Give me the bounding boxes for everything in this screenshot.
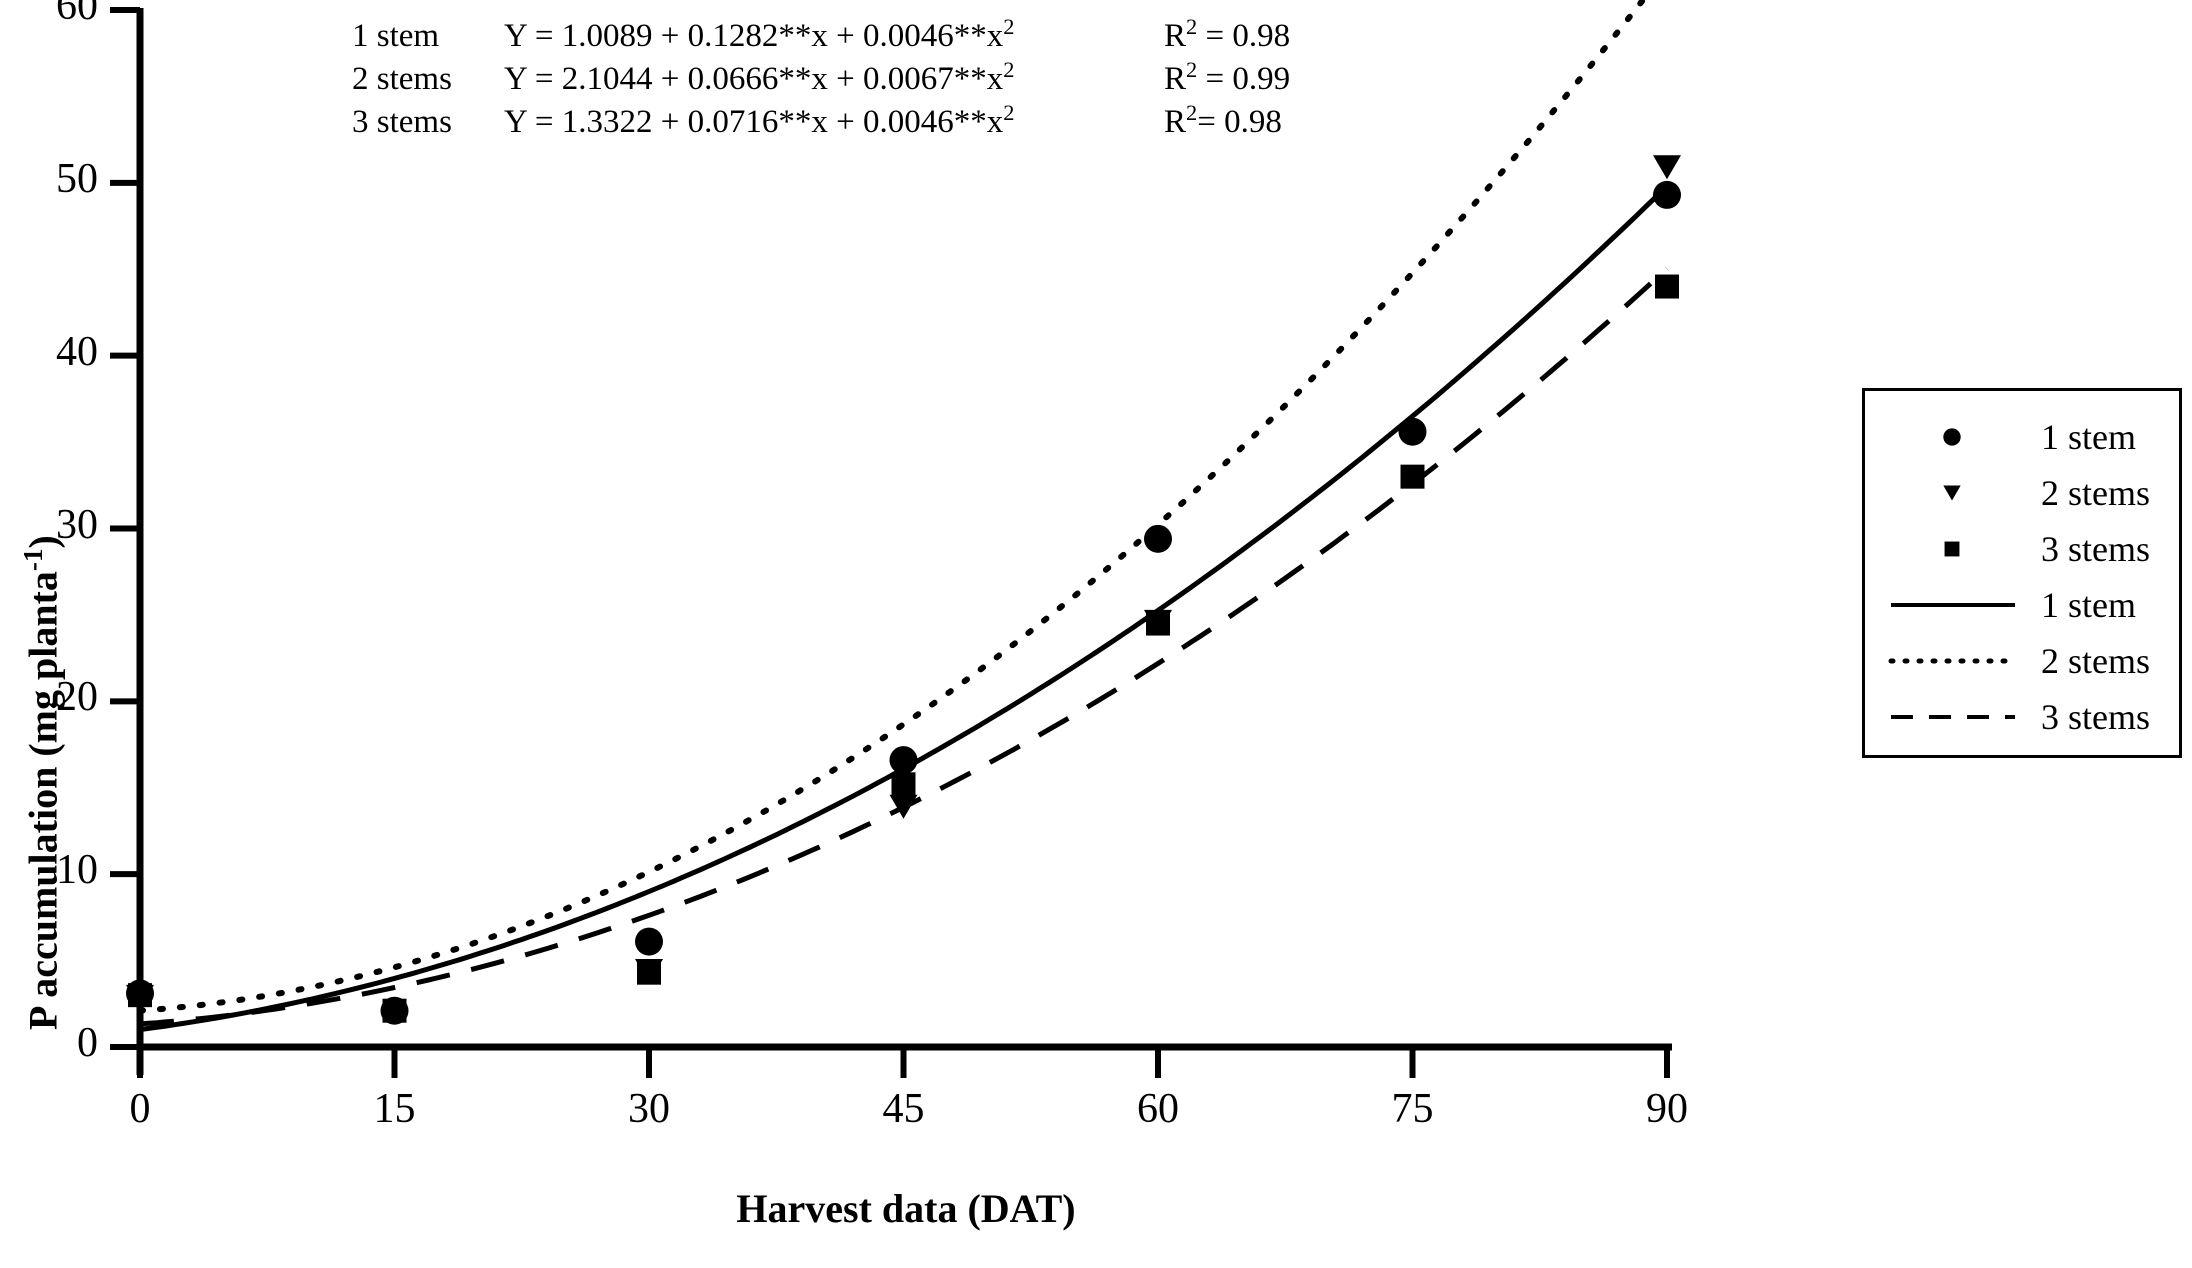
annotation-r2-head: R [1164,18,1187,54]
annotation-equation-exponent: 2 [1003,100,1015,125]
annotation-r2-exponent: 2 [1186,57,1198,82]
legend-label: 3 stems [2041,529,2151,569]
marker-circle [1398,417,1427,446]
marker-square [128,983,152,1008]
annotation-r2: R2= 0.98 [1164,100,1282,141]
annotation-equation-text: Y = 2.1044 + 0.0666**x + 0.0067**x [504,61,1004,97]
annotation-r2: R2 = 0.99 [1164,57,1290,98]
legend-label: 3 stems [2041,697,2151,737]
legend-key-line-dotted [1877,639,2027,683]
y-tick-label: 60 [56,0,98,29]
marker-square [637,960,661,985]
annotation-equation-text: Y = 1.3322 + 0.0716**x + 0.0046**x [504,104,1004,140]
line-solid-icon [1891,603,2015,607]
legend-key-marker-square [1877,527,2027,571]
y-tick-label: 0 [77,1020,98,1066]
data-markers-group [126,155,1681,1025]
fit-curve-dashed [139,266,1669,1027]
annotation-equation-exponent: 2 [1003,57,1015,82]
legend-item[interactable]: 2 stems [1877,639,2150,683]
y-axis-title: P accumulation (mg planta-1) [18,535,66,1030]
marker-circle [1653,180,1681,209]
annotation-equation-text: Y = 1.0089 + 0.1282**x + 0.0046**x [504,18,1004,54]
y-tick-label: 50 [56,155,98,202]
annotation-r2-head: R [1164,104,1187,140]
annotation-r2-head: R [1164,61,1187,97]
legend-label: 2 stems [2041,473,2151,513]
x-tick-label: 90 [1646,1086,1688,1132]
marker-square [382,998,407,1023]
annotation-equation: Y = 1.3322 + 0.0716**x + 0.0046**x2 [504,100,1164,141]
legend-key-line-dashed [1877,695,2027,739]
marker-circle [635,927,663,956]
annotation-r2-value: = 0.98 [1197,18,1291,54]
x-tick-label: 0 [129,1086,151,1132]
marker-square [1944,541,1960,557]
marker-square [891,772,916,797]
y-axis-ticks [110,7,140,1050]
annotation-r2-exponent: 2 [1186,14,1198,39]
annotation-r2: R2 = 0.98 [1164,14,1290,55]
annotation-label: 1 stem [352,18,440,54]
legend-label: 1 stem [2041,585,2136,625]
legend-box: 1 stem 2 stems 3 stems 1 stem 2 stems 3 stems [1862,388,2182,758]
y-tick-label: 30 [56,501,98,548]
marker-triangle-down [1943,485,1961,501]
marker-circle [1943,428,1961,446]
marker-circle [889,746,918,775]
marker-square [1400,464,1425,489]
y-axis-title-exponent: -1 [18,548,48,572]
marker-circle [1144,524,1172,553]
marker-square-icon [1944,541,1960,557]
annotation-row-2-stems: 2 stems Y = 2.1044 + 0.0666**x + 0.0067**… [352,57,1290,98]
annotation-r2-value: = 0.98 [1197,104,1282,140]
x-tick-label: 75 [1391,1086,1434,1132]
line-dashed-icon [1891,715,2015,719]
axes-group [136,8,1672,1075]
fit-curves-group [137,0,1669,1033]
marker-circle-icon [1943,428,1961,446]
marker-triangle-down [1653,155,1681,180]
marker-square [1655,274,1679,299]
y-tick-label: 20 [56,674,98,721]
annotation-equation: Y = 2.1044 + 0.0666**x + 0.0067**x2 [504,57,1164,98]
legend-key-line-solid [1877,583,2027,627]
legend-label: 2 stems [2041,641,2151,681]
marker-triangle-down-icon [1943,485,1961,501]
legend-item[interactable]: 3 stems [1877,695,2150,739]
legend-key-marker-circle [1877,415,2027,459]
y-tick-label: 40 [56,328,98,375]
annotation-row-3-stems: 3 stems Y = 1.3322 + 0.0716**x + 0.0046**… [352,100,1282,141]
marker-square [1146,611,1170,636]
x-tick-label: 60 [1137,1086,1179,1132]
annotation-equation-exponent: 2 [1003,14,1015,39]
legend-key-marker-triangle-down [1877,471,2027,515]
marker-triangle-down [889,794,918,819]
y-tick-label: 10 [56,847,98,894]
annotation-label: 2 stems [352,61,452,97]
x-tick-label: 15 [373,1086,416,1132]
annotation-r2-value: = 0.99 [1197,61,1291,97]
y-axis-title-main: P accumulation (mg planta [20,571,66,1030]
x-axis-ticks [137,1047,1670,1078]
x-tick-label: 30 [628,1086,670,1132]
fit-curve-dotted [137,0,1647,1014]
x-axis-title: Harvest data (DAT) [736,1186,1076,1231]
annotation-r2-exponent: 2 [1186,100,1198,125]
fit-curve-solid [139,184,1669,1033]
legend-item[interactable]: 2 stems [1877,471,2150,515]
line-dotted-icon [1888,658,2018,664]
annotation-row-1-stem: 1 stem Y = 1.0089 + 0.1282**x + 0.0046**x… [352,14,1290,55]
legend-item[interactable]: 3 stems [1877,527,2150,571]
annotation-equation: Y = 1.0089 + 0.1282**x + 0.0046**x2 [504,14,1164,55]
legend-label: 1 stem [2041,417,2136,457]
legend-item[interactable]: 1 stem [1877,415,2136,459]
x-tick-label: 45 [882,1086,925,1132]
legend-item[interactable]: 1 stem [1877,583,2136,627]
annotation-label: 3 stems [352,104,452,140]
